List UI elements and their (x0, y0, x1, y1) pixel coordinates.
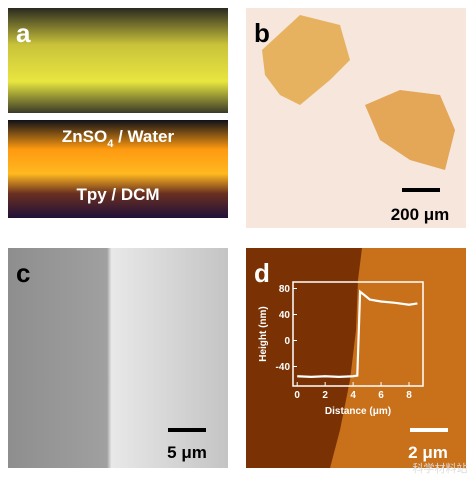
x-tick-label: 8 (406, 390, 412, 401)
scale-label: 200 μm (391, 205, 450, 224)
x-tick-label: 0 (294, 390, 300, 401)
profile-line (297, 289, 418, 379)
y-tick-label: 40 (279, 310, 291, 321)
flake (262, 15, 350, 105)
y-tick-label: 80 (279, 284, 291, 295)
photo-top (8, 8, 228, 113)
flake (365, 90, 455, 170)
plot-frame (292, 281, 424, 387)
photo-bottom (8, 120, 228, 218)
panel-label: a (16, 18, 31, 48)
y-tick-label: -40 (276, 362, 291, 373)
watermark: 科学材料站 (413, 461, 468, 475)
x-tick-label: 4 (350, 390, 356, 401)
text: ZnSO (62, 127, 107, 146)
y-axis-label: Height (nm) (258, 306, 269, 362)
x-tick-label: 6 (378, 390, 384, 401)
inset-chart: Distance (μm) Height (nm) 0 2 4 6 8 -40 0 40 80 (258, 281, 424, 417)
panel-label: d (254, 258, 270, 288)
scale-label: 2 μm (408, 443, 448, 462)
x-tick-label: 2 (322, 390, 328, 401)
afm-step (330, 248, 466, 468)
text: / Water (113, 127, 174, 146)
scale-label: 5 μm (167, 443, 207, 462)
micrograph (8, 248, 228, 468)
phase-label: Tpy / DCM (76, 185, 159, 204)
x-axis-label: Distance (μm) (325, 406, 391, 417)
subscript: 4 (107, 138, 114, 150)
panel-label: b (254, 18, 270, 48)
phase-label: ZnSO4 / Water (62, 127, 175, 150)
y-tick-label: 0 (284, 336, 290, 347)
panel-label: c (16, 258, 30, 288)
